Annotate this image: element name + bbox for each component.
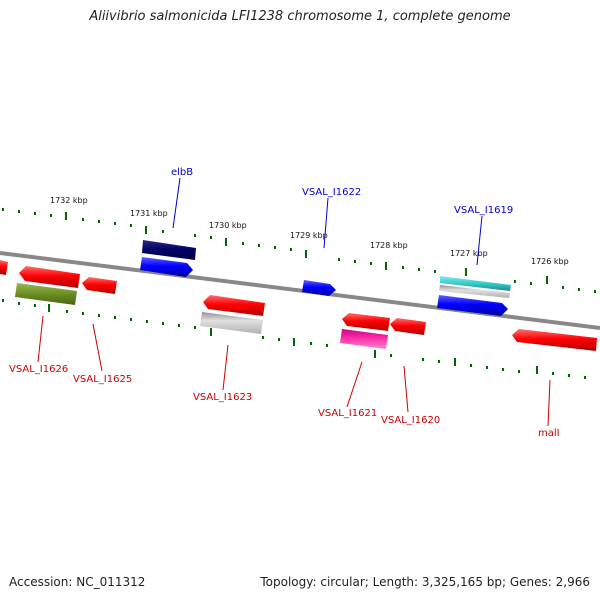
gene-label-malI[interactable]: malI bbox=[538, 428, 560, 439]
gene-label-VSAL_I1620[interactable]: VSAL_I1620 bbox=[381, 415, 440, 426]
gene-red-1732a[interactable] bbox=[19, 266, 80, 288]
chromosome-backbone bbox=[0, 251, 600, 330]
gene-label-VSAL_I1619[interactable]: VSAL_I1619 bbox=[454, 205, 513, 216]
kbp-label-1726: 1726 kbp bbox=[531, 257, 569, 266]
gene-VSAL_I1623[interactable] bbox=[200, 312, 263, 334]
bottom-leader-lines bbox=[37, 315, 551, 427]
gene-red-1728a[interactable] bbox=[342, 313, 390, 331]
kbp-label-1728: 1728 kbp bbox=[370, 241, 408, 250]
gene-label-VSAL_I1625[interactable]: VSAL_I1625 bbox=[73, 374, 132, 385]
kbp-label-1727: 1727 kbp bbox=[450, 249, 488, 258]
gene-elbB[interactable] bbox=[142, 240, 196, 260]
accession-text: Accession: NC_011312 bbox=[9, 575, 146, 589]
kbp-label-1729: 1729 kbp bbox=[290, 231, 328, 240]
gene-blue-1731[interactable] bbox=[140, 257, 193, 277]
gene-red-left-edge[interactable] bbox=[0, 260, 8, 275]
gene-VSAL_I1622[interactable] bbox=[302, 280, 336, 296]
gene-label-elbB[interactable]: elbB bbox=[171, 167, 193, 178]
gene-label-VSAL_I1622[interactable]: VSAL_I1622 bbox=[302, 187, 361, 198]
genome-summary-text: Topology: circular; Length: 3,325,165 bp… bbox=[260, 575, 590, 589]
gene-label-VSAL_I1623[interactable]: VSAL_I1623 bbox=[193, 392, 252, 403]
gene-VSAL_I1619[interactable] bbox=[437, 295, 508, 316]
outer-tick-row bbox=[2, 208, 596, 293]
gene-VSAL_I1625[interactable] bbox=[82, 277, 117, 294]
kbp-label-1732: 1732 kbp bbox=[50, 196, 88, 205]
kbp-label-1731: 1731 kbp bbox=[130, 209, 168, 218]
gene-VSAL_I1620[interactable] bbox=[390, 318, 426, 335]
gene-label-VSAL_I1626[interactable]: VSAL_I1626 bbox=[9, 364, 68, 375]
gene-label-VSAL_I1621[interactable]: VSAL_I1621 bbox=[318, 408, 377, 419]
gene-red-1730[interactable] bbox=[203, 295, 265, 316]
gene-VSAL_I1621[interactable] bbox=[340, 329, 388, 349]
top-leader-lines bbox=[172, 177, 483, 266]
gene-grey-1727[interactable] bbox=[439, 285, 510, 298]
inner-tick-row bbox=[2, 299, 586, 379]
gene-malI[interactable] bbox=[512, 329, 597, 351]
map-title: Aliivibrio salmonicida LFI1238 chromosom… bbox=[89, 9, 511, 24]
gene-cyan-1727[interactable] bbox=[440, 276, 511, 291]
gene-VSAL_I1626[interactable] bbox=[15, 283, 77, 305]
kbp-label-1730: 1730 kbp bbox=[209, 221, 247, 230]
